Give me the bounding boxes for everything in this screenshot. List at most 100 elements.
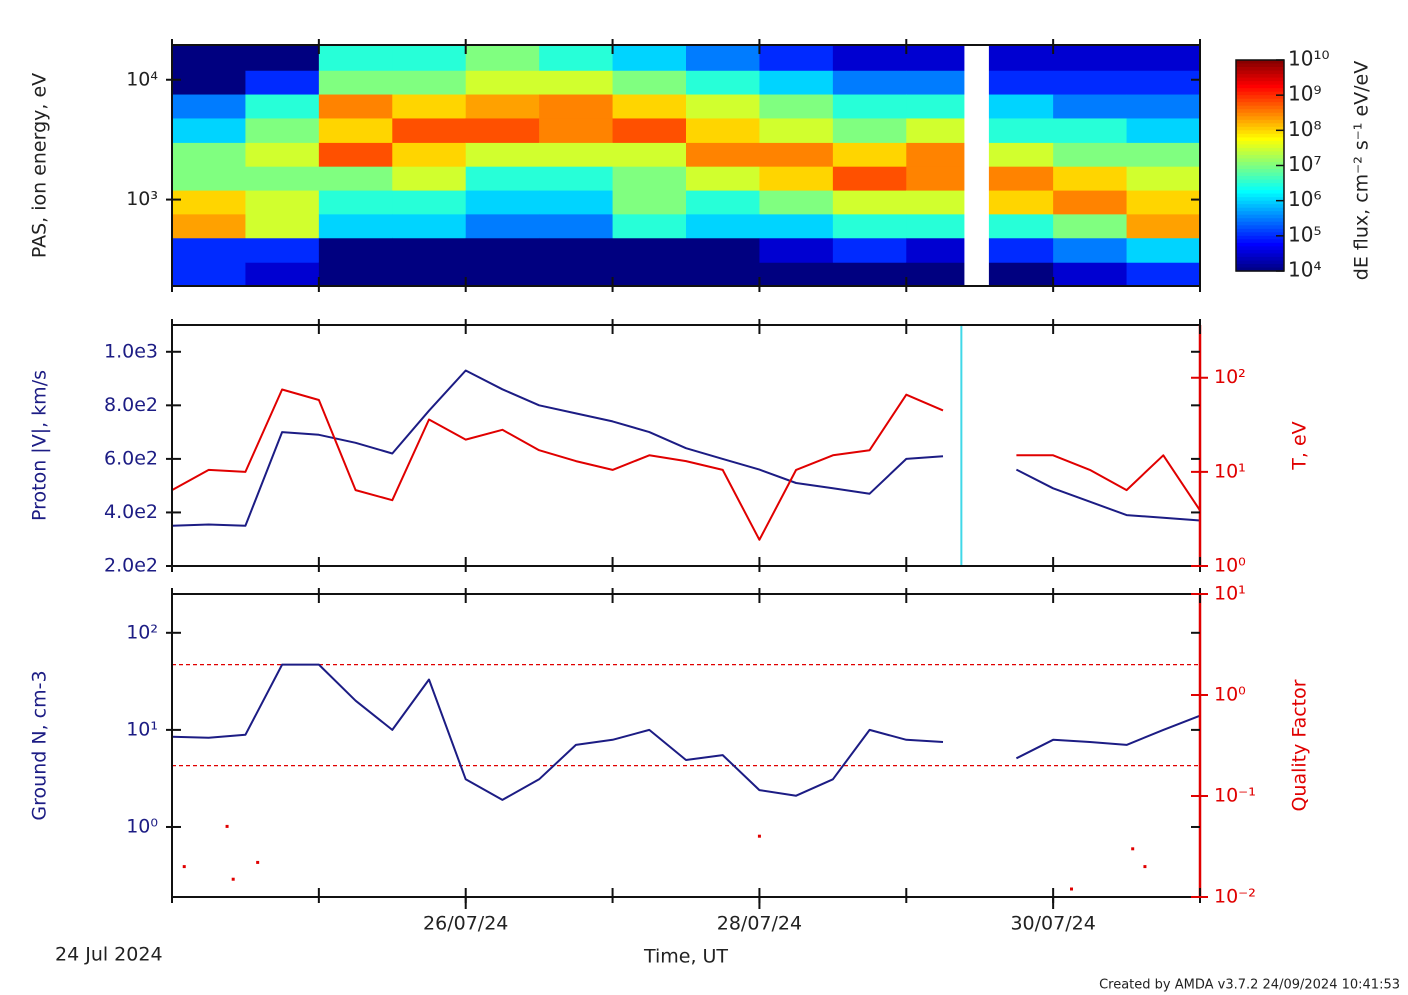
colorbar-slice <box>1236 60 1284 65</box>
colorbar-slice <box>1236 207 1284 212</box>
heatmap-cell <box>392 45 467 71</box>
colorbar-slice <box>1236 137 1284 142</box>
colorbar-slice <box>1236 74 1284 79</box>
colorbar-slice <box>1236 169 1284 174</box>
heatmap-cell <box>465 117 540 143</box>
colorbar-slice <box>1236 221 1284 226</box>
heatmap-cell <box>539 190 614 215</box>
footer: Created by AMDA v3.7.2 24/09/2024 10:41:… <box>1099 978 1400 993</box>
y-axis-label: PAS, ion energy, eV <box>29 73 51 258</box>
colorbar-slice <box>1236 67 1284 72</box>
colorbar-tick-label: 10⁵ <box>1288 222 1321 246</box>
heatmap-cell <box>759 262 834 287</box>
heatmap-cell <box>172 117 246 143</box>
y-axis-label: Proton |V|, km/s <box>29 370 51 521</box>
colorbar-slice <box>1236 190 1284 195</box>
heatmap-cell <box>759 117 834 143</box>
heatmap-cell <box>392 237 467 263</box>
heatmap-cell <box>245 262 320 287</box>
y-tick-label: 4.0e2 <box>104 501 158 523</box>
colorbar-slice <box>1236 193 1284 198</box>
colorbar-tick-label: 10¹⁰ <box>1288 47 1329 71</box>
colorbar-slice <box>1236 105 1284 110</box>
heatmap-cell <box>392 190 467 215</box>
data-point <box>225 824 229 828</box>
colorbar-slice <box>1236 211 1284 216</box>
heatmap-cell <box>979 237 1054 263</box>
heatmap-cell <box>979 117 1054 143</box>
colorbar-slice <box>1236 91 1284 96</box>
heatmap-cell <box>832 237 907 263</box>
heatmap-cell <box>465 142 540 167</box>
colorbar-slice <box>1236 197 1284 202</box>
y-tick-label: 6.0e2 <box>104 447 158 469</box>
heatmap-cell <box>245 45 320 71</box>
heatmap-cell <box>686 70 760 95</box>
heatmap-cell <box>1126 94 1201 119</box>
y2-tick-label: 10² <box>1214 366 1246 388</box>
colorbar-slice <box>1236 200 1284 205</box>
heatmap-cell <box>465 94 540 119</box>
heatmap-cell <box>392 166 467 191</box>
colorbar-tick-label: 10⁴ <box>1288 258 1321 282</box>
colorbar-slice <box>1236 133 1284 138</box>
colorbar-slice <box>1236 63 1284 68</box>
heatmap-cell <box>612 142 687 167</box>
heatmap-cell <box>172 45 246 71</box>
heatmap-cell <box>1053 213 1128 239</box>
heatmap-cell <box>172 190 246 215</box>
heatmap-cell <box>465 237 540 263</box>
heatmap-cell <box>759 237 834 263</box>
data-point <box>1131 847 1135 851</box>
colorbar-slice <box>1236 154 1284 160</box>
heatmap-cell <box>1126 117 1201 143</box>
heatmap-cell <box>759 142 834 167</box>
heatmap-cell <box>465 262 540 287</box>
y-tick-label: 2.0e2 <box>104 555 158 577</box>
heatmap-cell <box>245 94 320 119</box>
heatmap-cell <box>465 70 540 95</box>
colorbar-slice <box>1236 140 1284 145</box>
heatmap-cell <box>686 166 760 191</box>
colorbar-tick-label: 10⁷ <box>1288 152 1321 176</box>
colorbar-slice <box>1236 112 1284 117</box>
colorbar-slice <box>1236 235 1284 240</box>
heatmap-cell <box>832 45 907 71</box>
colorbar-slice <box>1236 256 1284 262</box>
heatmap-cell <box>1126 142 1201 167</box>
heatmap-cell <box>612 94 687 119</box>
heatmap-cell <box>612 237 687 263</box>
colorbar-slice <box>1236 267 1284 272</box>
heatmap-cell <box>318 262 393 287</box>
heatmap-cell <box>832 213 907 239</box>
colorbar-slice <box>1236 88 1284 93</box>
heatmap-cell <box>1126 262 1201 287</box>
heatmap-cell <box>1053 237 1128 263</box>
colorbar-slice <box>1236 253 1284 258</box>
colorbar-slice <box>1236 98 1284 103</box>
colorbar-slice <box>1236 232 1284 237</box>
y-tick-label: 10¹ <box>126 718 158 740</box>
heatmap-cell <box>465 45 540 71</box>
colorbar-slice <box>1236 186 1284 191</box>
y2-tick-label: 10⁰ <box>1214 555 1246 577</box>
heatmap-cell <box>1126 237 1201 263</box>
heatmap-cell <box>392 213 467 239</box>
heatmap-cell <box>979 166 1054 191</box>
colorbar-slice <box>1236 214 1284 219</box>
start-date-label: 24 Jul 2024 <box>55 944 163 966</box>
colorbar-slice <box>1236 260 1284 265</box>
heatmap-cell <box>759 190 834 215</box>
heatmap-cell <box>318 190 393 215</box>
heatmap-cell <box>686 213 760 239</box>
colorbar-slice <box>1236 123 1284 128</box>
colorbar-tick-label: 10⁹ <box>1288 82 1321 106</box>
heatmap-cell <box>172 142 246 167</box>
heatmap-cell <box>245 117 320 143</box>
heatmap-cell <box>539 94 614 119</box>
data-point <box>1070 887 1073 891</box>
colorbar-slice <box>1236 249 1284 255</box>
y2-tick-label: 10¹ <box>1214 583 1246 605</box>
colorbar-slice <box>1236 84 1284 89</box>
